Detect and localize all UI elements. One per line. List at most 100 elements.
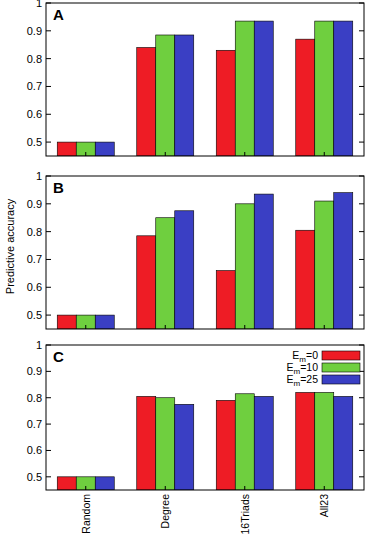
y-tick-label: 0.7 bbox=[27, 418, 42, 430]
y-tick-label: 0.5 bbox=[27, 309, 42, 321]
plot-frame bbox=[46, 345, 364, 490]
x-tick bbox=[324, 486, 325, 490]
legend-swatch bbox=[322, 363, 360, 372]
bar bbox=[254, 194, 273, 329]
y-tick-label: 0.9 bbox=[27, 365, 42, 377]
y-tick bbox=[359, 3, 364, 4]
y-tick bbox=[46, 176, 51, 177]
y-tick bbox=[359, 30, 364, 31]
y-tick bbox=[359, 450, 364, 451]
y-tick bbox=[359, 259, 364, 260]
y-tick-label: 0.6 bbox=[27, 444, 42, 456]
y-tick bbox=[359, 476, 364, 477]
y-tick bbox=[359, 142, 364, 143]
bar bbox=[216, 50, 235, 156]
bar bbox=[175, 211, 194, 329]
y-tick bbox=[46, 259, 51, 260]
y-tick bbox=[359, 114, 364, 115]
bar bbox=[315, 201, 334, 329]
y-tick bbox=[46, 287, 51, 288]
bar bbox=[254, 21, 273, 156]
bar bbox=[254, 396, 273, 490]
y-tick bbox=[46, 231, 51, 232]
bar bbox=[175, 35, 194, 156]
bar bbox=[137, 396, 156, 490]
y-tick bbox=[46, 345, 51, 346]
legend: Em=0Em=10Em=25 bbox=[287, 349, 361, 388]
x-tick bbox=[324, 325, 325, 329]
bar bbox=[315, 392, 334, 490]
y-tick bbox=[359, 86, 364, 87]
bar bbox=[235, 21, 254, 156]
y-tick bbox=[359, 424, 364, 425]
x-tick bbox=[85, 152, 86, 156]
x-tick-label: All23 bbox=[318, 494, 330, 518]
x-tick-label: 16Triads bbox=[239, 494, 251, 534]
legend-label: Em=25 bbox=[287, 373, 319, 388]
bar bbox=[334, 396, 353, 490]
x-tick bbox=[85, 325, 86, 329]
x-tick bbox=[165, 486, 166, 490]
bar bbox=[57, 142, 76, 156]
bars bbox=[57, 392, 353, 490]
bar bbox=[315, 21, 334, 156]
x-tick bbox=[85, 486, 86, 490]
y-tick bbox=[46, 58, 51, 59]
y-tick-label: 0.5 bbox=[27, 136, 42, 148]
y-tick bbox=[46, 476, 51, 477]
bar bbox=[235, 394, 254, 490]
y-tick bbox=[359, 203, 364, 204]
bar bbox=[296, 39, 315, 156]
legend-swatch bbox=[322, 351, 360, 360]
panel: 0.50.60.70.80.91A bbox=[27, 0, 364, 156]
bars bbox=[57, 193, 353, 329]
x-tick bbox=[165, 152, 166, 156]
bar bbox=[76, 315, 95, 329]
y-tick bbox=[359, 345, 364, 346]
y-tick bbox=[359, 287, 364, 288]
y-tick bbox=[46, 3, 51, 4]
y-tick bbox=[359, 315, 364, 316]
panel-letter: C bbox=[53, 348, 64, 365]
bar bbox=[334, 193, 353, 329]
x-tick bbox=[244, 325, 245, 329]
y-tick bbox=[359, 58, 364, 59]
y-tick bbox=[46, 30, 51, 31]
x-tick bbox=[324, 152, 325, 156]
bar bbox=[334, 21, 353, 156]
x-tick bbox=[244, 486, 245, 490]
y-tick-label: 1 bbox=[36, 170, 42, 182]
y-tick bbox=[359, 176, 364, 177]
bar bbox=[76, 142, 95, 156]
y-tick-label: 1 bbox=[36, 0, 42, 9]
plot-frame bbox=[46, 176, 364, 329]
panel: 0.50.60.70.80.91B bbox=[27, 170, 364, 329]
bar bbox=[95, 315, 114, 329]
y-tick-label: 0.5 bbox=[27, 471, 42, 483]
y-tick-label: 0.6 bbox=[27, 281, 42, 293]
y-tick-label: 0.6 bbox=[27, 108, 42, 120]
bar bbox=[95, 477, 114, 490]
bar bbox=[216, 271, 235, 329]
y-tick bbox=[46, 450, 51, 451]
y-tick bbox=[46, 203, 51, 204]
bar bbox=[235, 204, 254, 329]
bar bbox=[156, 35, 175, 156]
y-tick-label: 0.8 bbox=[27, 392, 42, 404]
y-tick bbox=[46, 371, 51, 372]
x-tick-label: Degree bbox=[159, 494, 171, 529]
bar bbox=[296, 230, 315, 329]
x-tick bbox=[165, 325, 166, 329]
panel-letter: A bbox=[53, 6, 64, 23]
y-tick bbox=[359, 397, 364, 398]
panel: 0.5 0.6 0.7 0.8 0.9 1 Random Degree 16Triads All2… bbox=[27, 339, 364, 534]
y-tick-label: 0.8 bbox=[27, 226, 42, 238]
y-tick-label: 1 bbox=[36, 339, 42, 351]
bars bbox=[57, 21, 353, 156]
y-tick bbox=[46, 114, 51, 115]
y-tick-label: 0.9 bbox=[27, 198, 42, 210]
legend-swatch bbox=[322, 375, 360, 384]
bar bbox=[175, 404, 194, 490]
y-tick-label: 0.8 bbox=[27, 53, 42, 65]
x-tick-label: Random bbox=[80, 494, 92, 534]
